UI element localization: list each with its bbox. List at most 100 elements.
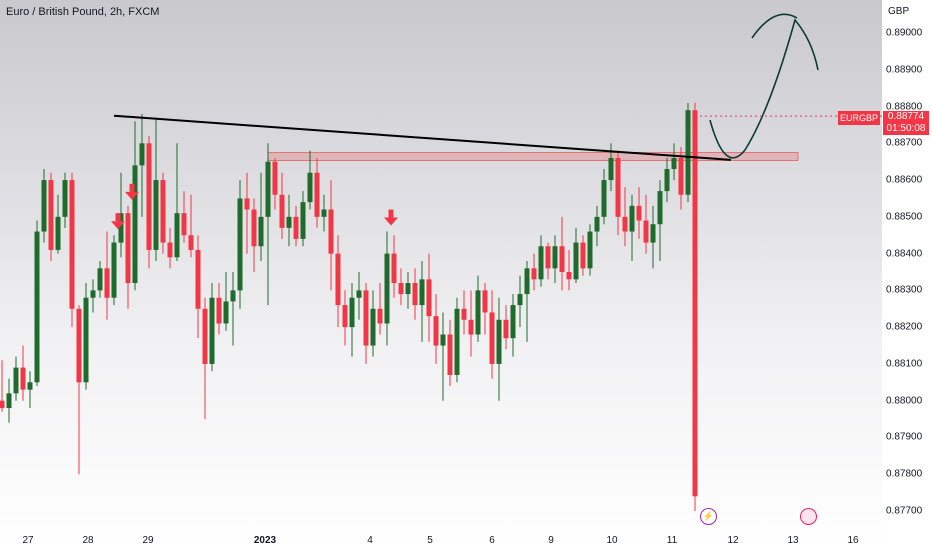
candle-up bbox=[601, 180, 607, 217]
time-tick: 28 bbox=[82, 535, 94, 546]
down-arrow-head bbox=[384, 217, 398, 226]
candle-up bbox=[349, 297, 355, 328]
last-price-value: 0.88774 bbox=[887, 111, 925, 122]
candle-down bbox=[377, 308, 383, 324]
price-tick: 0.88200 bbox=[886, 321, 923, 333]
candle-down bbox=[692, 110, 698, 497]
candle-up bbox=[608, 158, 614, 181]
candle-down bbox=[363, 290, 369, 346]
candle-up bbox=[6, 393, 12, 409]
projection-path bbox=[709, 13, 819, 159]
candle-up bbox=[90, 290, 96, 298]
candle-up bbox=[664, 169, 670, 192]
candle-up bbox=[475, 290, 481, 335]
candle-down bbox=[433, 316, 439, 346]
candle-up bbox=[657, 191, 663, 225]
time-tick: 4 bbox=[367, 535, 373, 546]
candle-down bbox=[426, 279, 432, 317]
candle-up bbox=[27, 382, 33, 390]
candle-down bbox=[195, 249, 201, 309]
candle-down bbox=[202, 308, 208, 364]
candle-down bbox=[146, 143, 152, 250]
candle-down bbox=[328, 209, 334, 254]
down-arrow-shaft bbox=[388, 209, 394, 218]
candle-down bbox=[622, 216, 628, 232]
candle-down bbox=[279, 194, 285, 228]
candle-up bbox=[685, 110, 691, 195]
price-tick: 0.88500 bbox=[886, 211, 923, 223]
candle-up bbox=[496, 319, 502, 364]
candle-up bbox=[132, 165, 138, 284]
candle-up bbox=[230, 290, 236, 302]
time-tick: 9 bbox=[548, 535, 554, 546]
time-tick: 11 bbox=[666, 535, 678, 546]
candle-up bbox=[209, 297, 215, 364]
candle-down bbox=[160, 180, 166, 243]
candle-up bbox=[13, 367, 19, 394]
candle-down bbox=[636, 205, 642, 221]
candle-down bbox=[678, 158, 684, 195]
candle-down bbox=[216, 297, 222, 324]
time-tick: 29 bbox=[142, 535, 154, 546]
time-tick: 6 bbox=[489, 535, 495, 546]
time-tick: 12 bbox=[727, 535, 739, 546]
down-arrow-shaft bbox=[115, 213, 121, 222]
candle-down bbox=[167, 242, 173, 258]
candle-down bbox=[48, 180, 54, 250]
price-tick: 0.89000 bbox=[886, 27, 923, 39]
candle-down bbox=[272, 161, 278, 195]
candle-up bbox=[405, 283, 411, 295]
down-arrow-shaft bbox=[129, 183, 135, 192]
candle-up bbox=[524, 268, 530, 295]
chart-area[interactable] bbox=[0, 0, 882, 550]
candle-up bbox=[671, 158, 677, 170]
candle-up bbox=[62, 180, 68, 217]
candle-down bbox=[314, 172, 320, 217]
time-tick: 27 bbox=[22, 535, 34, 546]
candle-up bbox=[41, 180, 47, 232]
price-scale[interactable] bbox=[882, 0, 932, 550]
candle-down bbox=[342, 305, 348, 328]
candle-up bbox=[300, 202, 306, 239]
price-tick: 0.88400 bbox=[886, 248, 923, 260]
symbol-price-tag: EURGBP bbox=[838, 111, 880, 125]
trendline bbox=[113, 114, 732, 161]
lightning-icon[interactable]: ⚡ bbox=[700, 508, 717, 525]
candle-down bbox=[76, 308, 82, 383]
candle-up bbox=[153, 180, 159, 250]
symbol-title[interactable]: Euro / British Pound, 2h, FXCM bbox=[6, 6, 160, 18]
candle-up bbox=[650, 224, 656, 243]
candlestick-plot[interactable] bbox=[0, 0, 882, 550]
candle-up bbox=[552, 246, 558, 269]
candle-up bbox=[55, 216, 61, 250]
candle-up bbox=[573, 242, 579, 280]
candle-up bbox=[34, 231, 40, 383]
flag-icon[interactable] bbox=[800, 508, 817, 525]
candle-down bbox=[559, 246, 565, 272]
bar-countdown: 01:50:08 bbox=[886, 123, 926, 134]
price-tick: 0.88000 bbox=[886, 395, 923, 407]
candle-down bbox=[489, 312, 495, 364]
candle-up bbox=[356, 290, 362, 298]
price-tick: 0.88100 bbox=[886, 358, 923, 370]
price-tick: 0.88800 bbox=[886, 101, 923, 113]
candle-up bbox=[321, 209, 327, 217]
candle-down bbox=[447, 334, 453, 375]
candle-up bbox=[111, 242, 117, 298]
currency-label: GBP bbox=[888, 6, 910, 17]
candle-up bbox=[419, 279, 425, 306]
candle-up bbox=[237, 198, 243, 291]
candle-up bbox=[118, 213, 124, 243]
candle-down bbox=[125, 213, 131, 284]
price-tick: 0.87700 bbox=[886, 505, 923, 517]
time-tick: 13 bbox=[787, 535, 799, 546]
candle-up bbox=[174, 213, 180, 258]
candle-up bbox=[370, 308, 376, 346]
candle-up bbox=[223, 301, 229, 324]
candle-up bbox=[587, 231, 593, 269]
candle-down bbox=[20, 367, 26, 390]
time-tick: 10 bbox=[606, 535, 618, 546]
candle-down bbox=[531, 268, 537, 280]
candle-down bbox=[188, 235, 194, 250]
candle-down bbox=[643, 220, 649, 243]
